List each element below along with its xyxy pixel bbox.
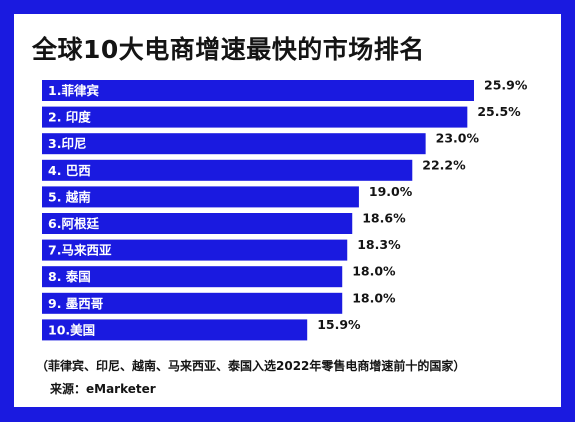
bar-value-label-3: 23.0% [436, 131, 480, 146]
bar-value-label-9: 18.0% [352, 290, 396, 305]
bar-3 [42, 133, 426, 155]
bar-value-label-5: 19.0% [369, 184, 413, 199]
chart-footnote: （菲律宾、印尼、越南、马来西亚、泰国入选2022年零售电商增速前十的国家） [36, 359, 466, 373]
bar-2 [42, 106, 468, 128]
bar-value-label-1: 25.9% [484, 78, 528, 93]
bar-category-label-8: 8. 泰国 [48, 269, 91, 284]
bar-category-label-4: 4. 巴西 [48, 163, 91, 178]
bar-7 [42, 239, 348, 261]
chart-source: 来源：eMarketer [50, 382, 156, 396]
bar-category-label-6: 6.阿根廷 [48, 216, 99, 231]
bar-10 [42, 319, 308, 341]
bar-category-label-2: 2. 印度 [48, 110, 91, 125]
bar-1 [42, 80, 474, 101]
bar-8 [42, 266, 343, 288]
bar-5 [42, 186, 359, 208]
bar-category-label-7: 7.马来西亚 [48, 243, 112, 258]
chart-title: 全球10大电商增速最快的市场排名 [32, 35, 425, 64]
bar-value-label-4: 22.2% [422, 157, 466, 172]
bar-category-label-1: 1.菲律宾 [48, 83, 99, 98]
bar-value-label-6: 18.6% [362, 211, 406, 226]
bar-6 [42, 213, 353, 234]
bar-category-label-3: 3.印尼 [48, 136, 86, 151]
bar-value-label-10: 15.9% [317, 317, 361, 332]
bar-value-label-8: 18.0% [352, 264, 396, 279]
bar-4 [42, 159, 413, 181]
bar-value-label-7: 18.3% [357, 237, 401, 252]
bar-9 [42, 292, 343, 314]
bar-category-label-9: 9. 墨西哥 [48, 296, 104, 311]
bar-category-label-10: 10.美国 [48, 322, 95, 337]
bar-category-label-5: 5. 越南 [48, 189, 91, 204]
bar-value-label-2: 25.5% [477, 104, 521, 119]
